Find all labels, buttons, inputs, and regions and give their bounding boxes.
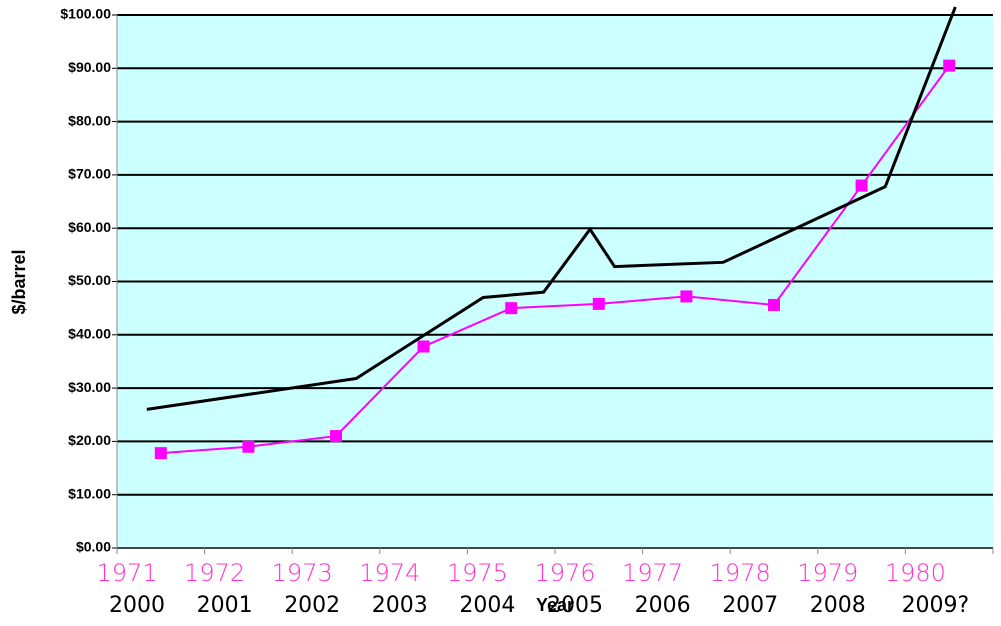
x2-tick-label: 2008: [810, 593, 866, 618]
y-tick-label: $40.00: [68, 326, 111, 342]
y-tick-label: $90.00: [68, 59, 111, 75]
x-tick-label: 1978: [710, 559, 771, 587]
x-tick-label: 1979: [797, 559, 858, 587]
series-line: [146, 6, 957, 411]
point: [505, 302, 518, 315]
point: [768, 298, 780, 311]
x-tick-label: 1971: [96, 559, 157, 587]
point: [592, 297, 605, 310]
point: [242, 440, 255, 453]
x2-tick-label: 2004: [459, 593, 515, 618]
y-axis-label: $/barrel: [9, 249, 29, 314]
y-tick-label: $60.00: [68, 219, 111, 235]
x-axis-label: Year: [536, 595, 574, 615]
x2-tick-label: 2000: [109, 593, 165, 618]
point: [417, 340, 430, 353]
y-tick-label: $20.00: [68, 432, 111, 448]
x-tick-label: 1975: [447, 559, 508, 587]
x2-tick-label: 2002: [284, 593, 340, 618]
x-tick-label: 1972: [184, 559, 245, 587]
series-line: [160, 65, 951, 455]
y-tick-label: $50.00: [68, 272, 111, 288]
x-tick-label: 1980: [885, 559, 946, 587]
point: [680, 290, 693, 303]
point: [154, 447, 167, 460]
point: [855, 179, 868, 192]
x-tick-label: 1977: [622, 559, 683, 587]
x2-tick-label: 2003: [372, 593, 428, 618]
x-tick-label: 1973: [272, 559, 333, 587]
x2-tick-label: 2009?: [902, 593, 970, 618]
y-tick-label: $70.00: [68, 166, 111, 182]
y-tick-label: $30.00: [68, 379, 111, 395]
x2-tick-label: 2005: [547, 593, 603, 618]
x2-tick-label: 2006: [635, 593, 691, 618]
y-tick-label: $0.00: [76, 539, 111, 555]
y-tick-label: $10.00: [68, 485, 111, 501]
x2-tick-label: 2007: [722, 593, 778, 618]
y-tick-label: $100.00: [60, 6, 111, 22]
point: [330, 430, 342, 443]
x-tick-label: 1974: [359, 559, 420, 587]
x-tick-label: 1976: [534, 559, 595, 587]
x2-tick-label: 2001: [197, 593, 253, 618]
point: [943, 59, 956, 72]
y-tick-label: $80.00: [68, 112, 111, 128]
